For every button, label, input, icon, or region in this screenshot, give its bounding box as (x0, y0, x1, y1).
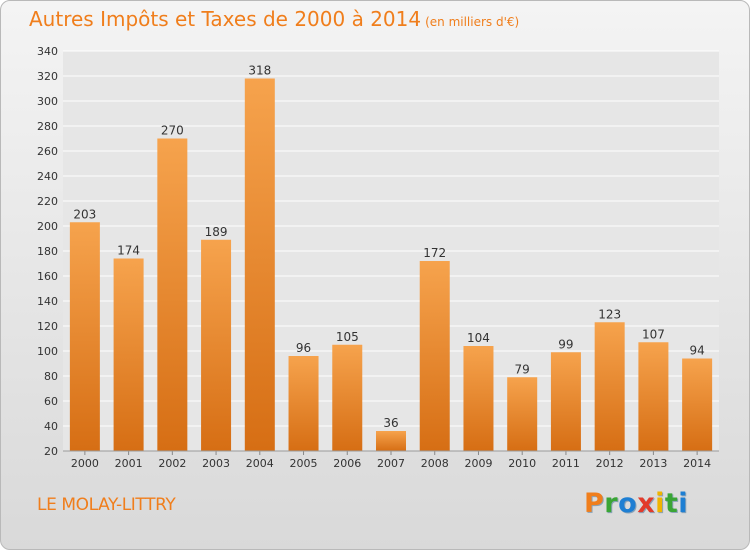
y-tick-label: 40 (44, 420, 58, 433)
y-axis: 20 40 60 80 100 120 140 160 180 200 220 240 260 280 30… (37, 45, 58, 458)
x-tick-label: 2013 (639, 457, 667, 470)
logo-letter: i (678, 488, 689, 519)
chart-title-text: Autres Impôts et Taxes de 2000 à 2014 (29, 7, 422, 31)
proxiti-logo[interactable]: Proxiti (584, 488, 688, 519)
bar-2010 (507, 377, 538, 451)
chart-title: Autres Impôts et Taxes de 2000 à 2014 (en… (29, 7, 519, 31)
x-tick-label: 2002 (158, 457, 186, 470)
data-labels: 203 174 270 189 318 96 105 36 172 104 79 99 123 107 94 (73, 64, 704, 431)
y-tick-label: 20 (44, 445, 58, 458)
y-tick-label: 320 (37, 70, 58, 83)
logo-letter: o (618, 488, 638, 519)
bar-2000 (69, 222, 100, 451)
x-tick-label: 2014 (683, 457, 711, 470)
x-tick-label: 2009 (464, 457, 492, 470)
data-label: 318 (248, 64, 271, 78)
x-tick-label: 2005 (290, 457, 318, 470)
data-label: 99 (558, 337, 573, 351)
x-tick-label: 2006 (333, 457, 361, 470)
x-tick-label: 2007 (377, 457, 405, 470)
x-tick-label: 2011 (552, 457, 580, 470)
y-tick-label: 220 (37, 195, 58, 208)
x-tick-label: 2000 (71, 457, 99, 470)
data-label: 270 (161, 124, 184, 138)
y-tick-label: 160 (37, 270, 58, 283)
location-label: LE MOLAY-LITTRY (37, 495, 176, 515)
y-tick-label: 200 (37, 220, 58, 233)
bar-2011 (550, 352, 581, 451)
y-tick-label: 260 (37, 145, 58, 158)
bar-2002 (157, 138, 188, 451)
y-tick-label: 60 (44, 395, 58, 408)
y-tick-label: 140 (37, 295, 58, 308)
logo-letter: i (655, 488, 665, 519)
data-label: 123 (598, 307, 621, 321)
bar-2001 (113, 258, 144, 451)
bar-2003 (201, 239, 232, 451)
y-tick-label: 280 (37, 120, 58, 133)
y-tick-label: 120 (37, 320, 58, 333)
data-label: 172 (423, 246, 446, 260)
y-tick-label: 180 (37, 245, 58, 258)
data-label: 189 (205, 225, 228, 239)
data-label: 203 (73, 207, 96, 221)
chart-unit: (en milliers d'€) (425, 15, 520, 29)
y-tick-label: 340 (37, 45, 58, 58)
data-label: 174 (117, 244, 140, 258)
bar-2007 (376, 431, 406, 451)
x-tick-label: 2003 (202, 457, 230, 470)
data-label: 105 (336, 330, 359, 344)
bar-2006 (332, 344, 363, 451)
x-tick-label: 2010 (508, 457, 536, 470)
logo-letter: x (637, 488, 656, 519)
data-label: 107 (642, 327, 665, 341)
x-axis: 2000 2001 2002 2003 2004 2005 2006 2007 2008 2009… (63, 450, 719, 470)
logo-letter: r (604, 488, 619, 519)
y-tick-label: 100 (37, 345, 58, 358)
data-label: 104 (467, 331, 490, 345)
x-tick-label: 2012 (596, 457, 624, 470)
bar-2014 (682, 358, 713, 451)
bar-2005 (288, 356, 319, 451)
bar-2012 (594, 322, 625, 451)
bar-2004 (244, 78, 275, 451)
data-label: 96 (296, 341, 311, 355)
data-label: 36 (383, 416, 398, 430)
data-label: 94 (689, 344, 704, 358)
y-tick-label: 300 (37, 95, 58, 108)
bars (69, 78, 713, 451)
data-label: 79 (515, 362, 530, 376)
x-tick-label: 2008 (421, 457, 449, 470)
bar-2008 (419, 261, 450, 451)
logo-letter: t (664, 488, 679, 519)
bar-2013 (638, 342, 669, 451)
x-tick-label: 2004 (246, 457, 274, 470)
logo-letter: P (584, 488, 605, 519)
x-tick-label: 2001 (115, 457, 143, 470)
y-tick-label: 240 (37, 170, 58, 183)
bar-2009 (463, 346, 494, 451)
y-tick-label: 80 (44, 370, 58, 383)
